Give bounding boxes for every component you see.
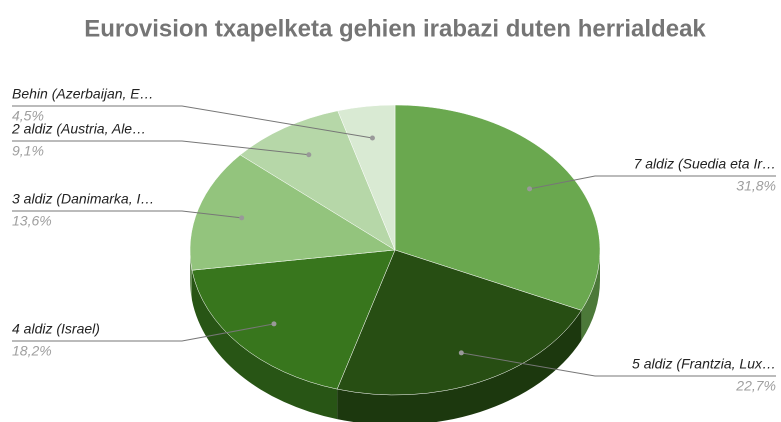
slice-value-label: 9,1% <box>12 143 44 159</box>
pie-side <box>190 250 193 301</box>
slice-value-label: 18,2% <box>12 343 52 359</box>
leader-line <box>12 210 242 219</box>
leader-line <box>12 140 309 156</box>
slice-label: 4 aldiz (Israel) <box>12 321 100 337</box>
slice-label: 7 aldiz (Suedia eta Ir… <box>634 156 776 172</box>
pie-slice <box>189 154 396 271</box>
pie-slice <box>337 104 396 251</box>
slice-value-label: 31,8% <box>736 178 776 194</box>
chart-title: Eurovision txapelketa gehien irabazi dut… <box>84 15 706 42</box>
leader-line <box>461 352 776 377</box>
leader-dot <box>369 135 375 141</box>
leader-dot <box>458 350 464 356</box>
pie-side <box>581 250 600 341</box>
slice-label: 2 aldiz (Austria, Ale… <box>11 121 146 137</box>
slice-label: Behin (Azerbaijan, E… <box>12 86 154 102</box>
pie-slice <box>336 249 582 396</box>
leader-dot <box>527 186 533 192</box>
leader-dot <box>239 215 245 221</box>
pie-side <box>192 270 338 420</box>
leader-line <box>12 105 373 139</box>
slice-label: 3 aldiz (Danimarka, I… <box>12 191 154 207</box>
leader-line <box>529 175 776 190</box>
slice-label: 5 aldiz (Frantzia, Lux… <box>632 356 776 372</box>
slice-value-label: 4,5% <box>12 108 44 124</box>
pie-slice <box>239 110 396 251</box>
slice-value-label: 22,7% <box>735 378 776 394</box>
leader-dot <box>306 152 312 158</box>
pie-slice <box>191 249 396 390</box>
slice-value-label: 13,6% <box>12 213 52 229</box>
leader-line <box>12 323 275 342</box>
pie-side <box>337 310 582 422</box>
leader-dot <box>271 321 277 327</box>
pie-slice <box>394 104 601 311</box>
